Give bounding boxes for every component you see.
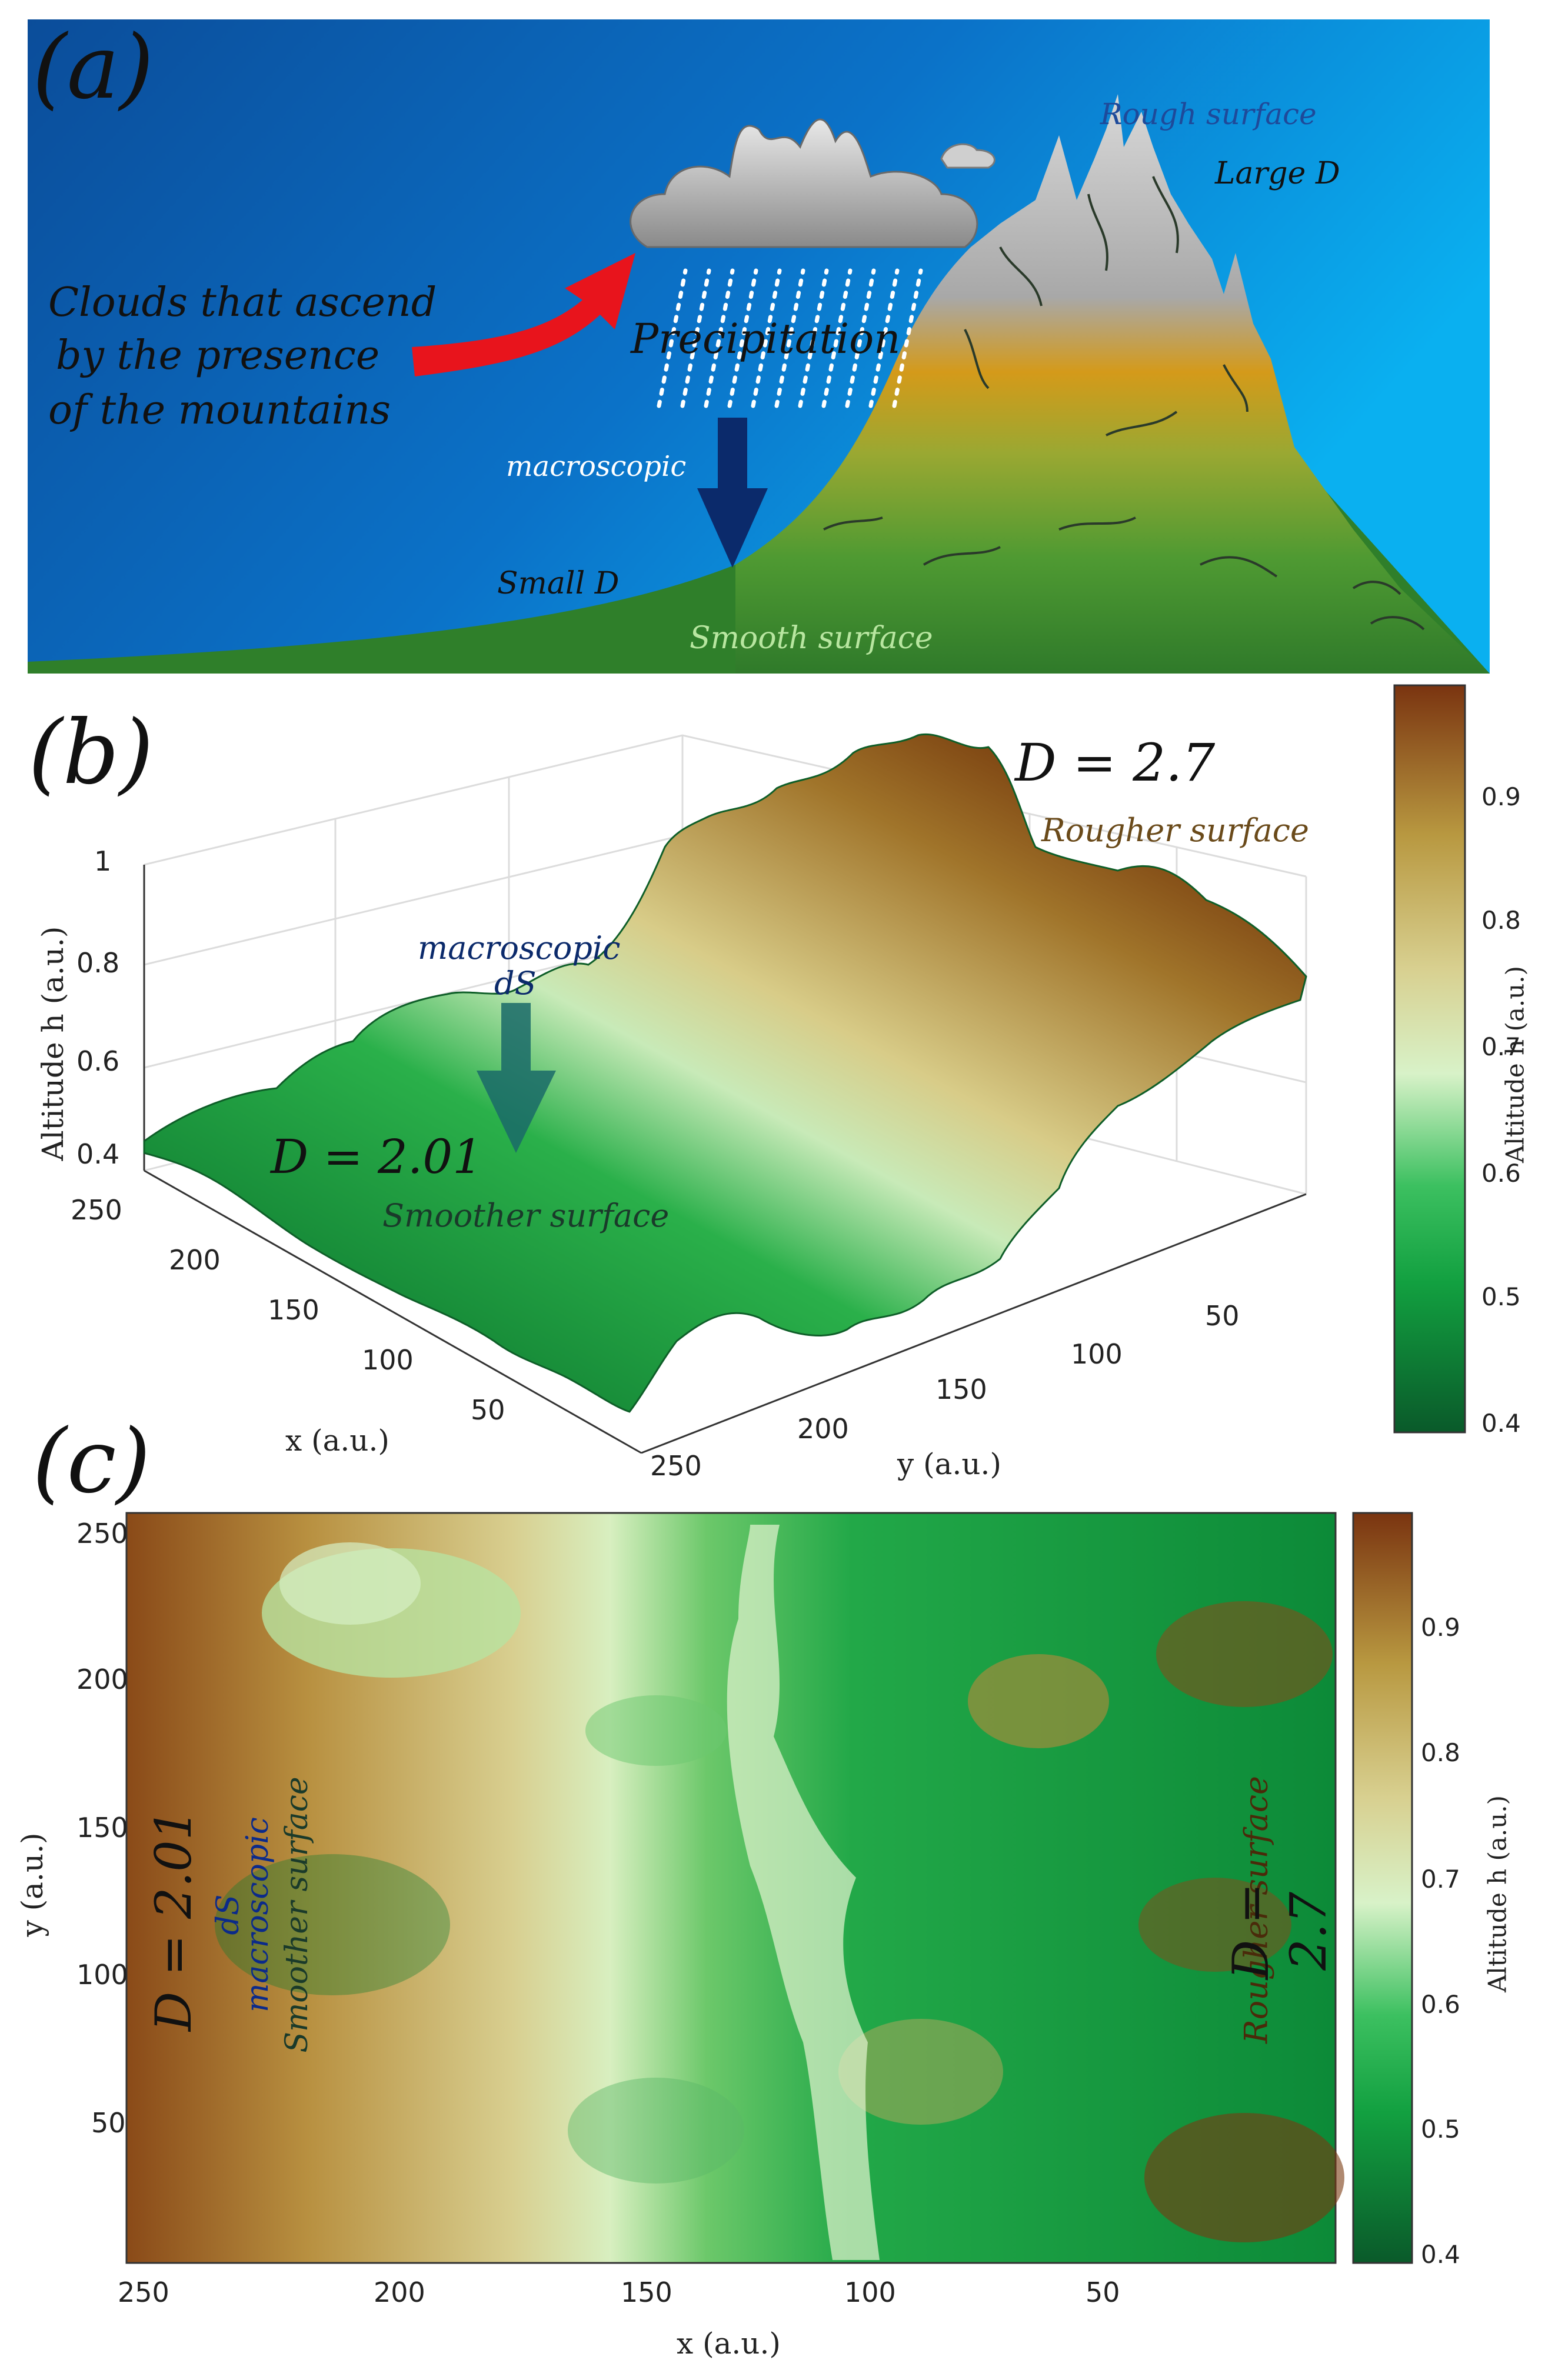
panel-b-label: (b) xyxy=(28,702,154,804)
macroscopic-ds-arrow xyxy=(477,1003,556,1153)
terrain-surface xyxy=(143,733,1307,1413)
colorbar-b-label: Altitude h (a.u.) xyxy=(1500,965,1530,1164)
c-smoother-surface-label: Smoother surface xyxy=(279,1776,315,2053)
c-y-tick-200: 200 xyxy=(76,1664,128,1695)
x-tick-200: 200 xyxy=(169,1244,221,1276)
colorbar-b-tick-0-9: 0.9 xyxy=(1481,782,1521,811)
y-tick-150: 150 xyxy=(935,1374,987,1405)
c-y-tick-50: 50 xyxy=(91,2107,126,2139)
c-x-tick-250: 250 xyxy=(118,2276,169,2308)
x-tick-100: 100 xyxy=(362,1344,414,1376)
c-y-axis-label: y (a.u.) xyxy=(15,1832,49,1937)
colorbar-b-gradient xyxy=(1393,684,1466,1434)
mountain-ridges xyxy=(823,176,1425,631)
colorbar-c-tick-0-9: 0.9 xyxy=(1421,1613,1460,1642)
c-d-rough-label: D = 2.7 xyxy=(1222,1882,1337,1980)
heatmap-patches xyxy=(215,1525,1344,2260)
y-axis-label: y (a.u.) xyxy=(897,1447,1001,1481)
y-tick-250: 250 xyxy=(650,1450,702,1482)
clouds-caption-line1: Clouds that ascend xyxy=(48,279,437,326)
panel-a-label: (a) xyxy=(32,16,154,119)
heatmap-c xyxy=(125,1512,1344,2264)
macroscopic-label: macroscopic xyxy=(418,929,621,966)
x-tick-50: 50 xyxy=(471,1394,505,1426)
macroscopic-label: macroscopic xyxy=(506,450,687,483)
colorbar-b xyxy=(1393,684,1466,1434)
c-x-tick-200: 200 xyxy=(374,2276,425,2308)
smoother-surface-label: Smoother surface xyxy=(382,1197,670,1234)
smooth-surface-label: Smooth surface xyxy=(690,621,933,656)
c-y-tick-250: 250 xyxy=(76,1518,128,1549)
colorbar-c-label: Altitude h (a.u.) xyxy=(1483,1795,1512,1993)
surface-plot-axes xyxy=(143,865,1307,1454)
colorbar-b-tick-0-6: 0.6 xyxy=(1481,1159,1521,1188)
panel-a-illustration xyxy=(28,19,1490,674)
x-axis-label: x (a.u.) xyxy=(285,1424,389,1458)
surface-plot xyxy=(143,733,1307,1454)
z-tick-0-8: 0.8 xyxy=(76,947,120,979)
mountain xyxy=(735,94,1490,674)
colorbar-c-tick-0-6: 0.6 xyxy=(1421,1990,1460,2019)
c-x-tick-50: 50 xyxy=(1086,2276,1120,2308)
clouds-caption-line3: of the mountains xyxy=(48,387,391,434)
colorbar-b-tick-0-8: 0.8 xyxy=(1481,906,1521,935)
colorbar-c-tick-0-7: 0.7 xyxy=(1421,1865,1460,1894)
c-x-tick-150: 150 xyxy=(621,2276,672,2308)
y-tick-100: 100 xyxy=(1071,1338,1123,1370)
c-x-axis-label: x (a.u.) xyxy=(677,2326,781,2361)
ds-label: dS xyxy=(494,965,537,1002)
ascending-cloud-arrow xyxy=(412,253,635,376)
x-tick-150: 150 xyxy=(268,1294,319,1326)
large-d-label: Large D xyxy=(1215,156,1340,191)
d-rough-label: D = 2.7 xyxy=(1015,732,1216,793)
y-tick-200: 200 xyxy=(797,1413,849,1445)
cloud xyxy=(630,118,995,248)
panel-c-label: (c) xyxy=(32,1411,151,1513)
colorbar-b-tick-0-5: 0.5 xyxy=(1481,1282,1521,1311)
y-tick-50: 50 xyxy=(1205,1300,1240,1332)
precipitation-label: Precipitation xyxy=(631,315,901,363)
colorbar-c-gradient xyxy=(1352,1512,1413,2264)
z-tick-0-4: 0.4 xyxy=(76,1138,120,1170)
c-ds-label: dS xyxy=(211,1894,246,1935)
colorbar-c-tick-0-8: 0.8 xyxy=(1421,1738,1460,1767)
precipitation-dots xyxy=(657,268,923,408)
colorbar-b-tick-0-7: 0.7 xyxy=(1481,1032,1521,1061)
z-tick-1: 1 xyxy=(94,845,112,877)
rough-surface-label: Rough surface xyxy=(1100,97,1317,131)
c-y-tick-150: 150 xyxy=(76,1812,128,1844)
d-smooth-label: D = 2.01 xyxy=(271,1129,483,1184)
colorbar-c-tick-0-5: 0.5 xyxy=(1421,2115,1460,2144)
macroscopic-down-arrow xyxy=(697,418,768,568)
clouds-caption-line2: by the presence xyxy=(56,332,380,379)
small-d-label: Small D xyxy=(497,566,620,601)
c-y-tick-100: 100 xyxy=(76,1959,128,1991)
rougher-surface-label: Rougher surface xyxy=(1041,812,1309,849)
colorbar-c-tick-0-4: 0.4 xyxy=(1421,2240,1460,2269)
c-x-tick-100: 100 xyxy=(844,2276,896,2308)
c-d-smooth-label: D = 2.01 xyxy=(145,1808,202,2032)
z-tick-0-6: 0.6 xyxy=(76,1045,120,1077)
x-tick-250: 250 xyxy=(71,1194,122,1226)
colorbar-c xyxy=(1352,1512,1413,2264)
z-axis-label: Altitude h (a.u.) xyxy=(36,926,70,1161)
colorbar-b-tick-0-4: 0.4 xyxy=(1481,1409,1521,1438)
